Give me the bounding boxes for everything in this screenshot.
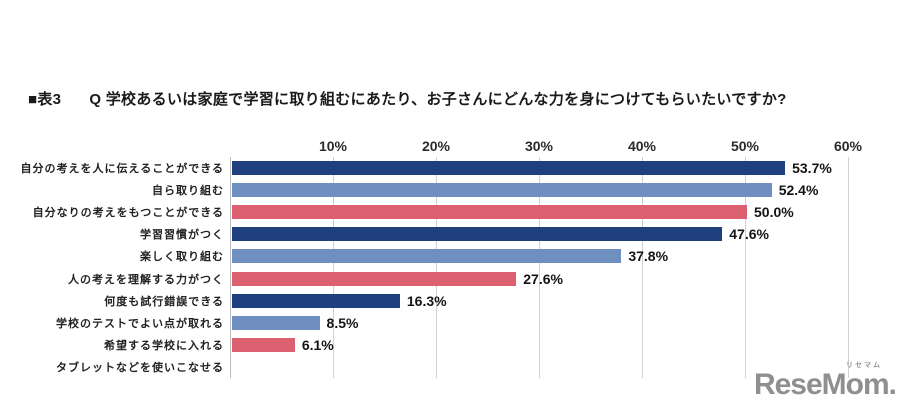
bar-zone: 53.7% [232, 157, 906, 179]
value-label: 27.6% [523, 270, 563, 287]
category-label: 人の考えを理解する力がつく [68, 273, 224, 286]
plot-area [230, 157, 849, 378]
gridline [539, 157, 540, 378]
bar-row: 自分なりの考えをもつことができる 50.0% [0, 201, 906, 223]
bar [232, 227, 723, 242]
bar [232, 293, 400, 308]
bar [232, 183, 772, 198]
value-label: 50.0% [754, 204, 794, 221]
category-label: 希望する学校に入れる [104, 339, 224, 352]
bar-zone: 27.6% [232, 267, 906, 289]
bar-zone: 37.8% [232, 245, 906, 267]
x-tick-label: 50% [730, 138, 760, 154]
bar [232, 337, 295, 352]
gridline [848, 157, 849, 378]
bar-row: 学校のテストでよい点が取れる 8.5% [0, 312, 906, 334]
bar-row: 希望する学校に入れる 6.1% [0, 334, 906, 356]
category-label: 自ら取り組む [152, 185, 224, 198]
bar-rows: 自分の考えを人に伝えることができる 53.7% 自ら取り組む 52.4% 自分なりの考え… [0, 157, 906, 378]
x-tick-label: 40% [627, 138, 657, 154]
gridline [436, 157, 437, 378]
bar [232, 315, 320, 330]
gridline [333, 157, 334, 378]
value-label: 37.8% [628, 248, 669, 265]
value-label: 53.7% [792, 160, 832, 177]
category-label: 学習習慣がつく [140, 229, 224, 242]
category-label: タブレットなどを使いこなせる [56, 361, 224, 374]
bar-row: 自分の考えを人に伝えることができる 53.7% [0, 157, 906, 179]
category-label: 何度も試行錯誤できる [104, 295, 224, 308]
bar-row: 自ら取り組む 52.4% [0, 179, 906, 201]
bar-zone: 6.1% [232, 334, 906, 356]
x-tick-label: 10% [318, 138, 348, 154]
value-label: 47.6% [729, 226, 769, 243]
gridline [745, 157, 746, 378]
bar-zone: 16.3% [232, 290, 906, 312]
category-label: 自分の考えを人に伝えることができる [20, 163, 224, 176]
bar [232, 161, 786, 176]
x-tick-label: 20% [421, 138, 451, 154]
bar [232, 249, 622, 264]
bar-row: 学習習慣がつく 47.6% [0, 223, 906, 245]
chart-title: ■表3 Q 学校あるいは家庭で学習に取り組むにあたり、お子さんにどんな力を身につけ… [28, 88, 787, 109]
bar-row: タブレットなどを使いこなせる [0, 356, 906, 378]
value-label: 52.4% [778, 182, 819, 199]
y-axis-line [230, 157, 231, 378]
bar-row: 楽しく取り組む 37.8% [0, 245, 906, 267]
x-tick-label: 60% [833, 138, 863, 154]
bar-zone: 47.6% [232, 223, 906, 245]
value-label: 16.3% [406, 292, 447, 309]
bar [232, 271, 517, 286]
bar-zone: 50.0% [232, 201, 906, 223]
bar-zone: 8.5% [232, 312, 906, 334]
bar-row: 人の考えを理解する力がつく 27.6% [0, 267, 906, 289]
category-label: 自分なりの考えをもつことができる [32, 207, 224, 220]
watermark: リセマム ReseMom. [753, 362, 897, 401]
category-label: 楽しく取り組む [140, 251, 224, 264]
watermark-kana: リセマム [846, 362, 882, 369]
gridline [642, 157, 643, 378]
x-tick-label: 30% [524, 138, 554, 154]
bar-zone: 52.4% [232, 179, 906, 201]
value-label: 8.5% [326, 314, 359, 331]
question-text: Q 学校あるいは家庭で学習に取り組むにあたり、お子さんにどんな力を身につけてもら… [89, 91, 787, 108]
table-number-label: ■表3 [28, 91, 62, 108]
value-label: 6.1% [301, 336, 334, 353]
bar-row: 何度も試行錯誤できる 16.3% [0, 290, 906, 312]
resemom-logo: ReseMom. [753, 368, 897, 401]
category-label: 学校のテストでよい点が取れる [56, 317, 224, 330]
bar [232, 205, 747, 220]
